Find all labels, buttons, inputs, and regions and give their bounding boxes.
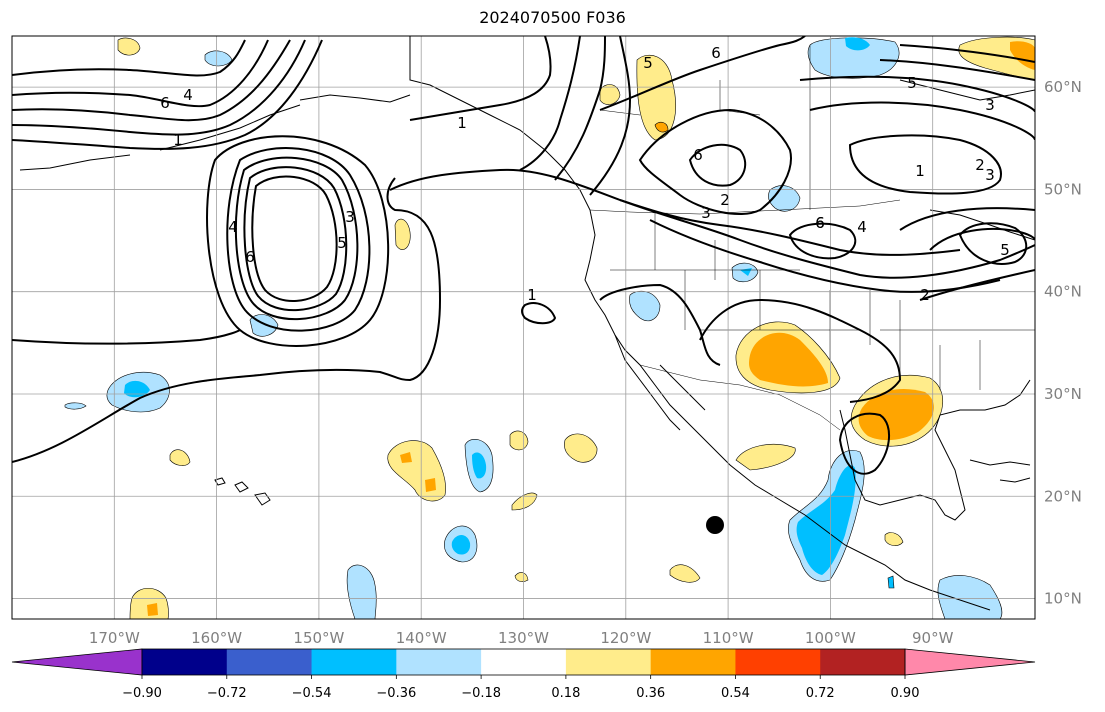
colorbar-segment <box>735 649 821 675</box>
colorbar-segment <box>650 649 736 675</box>
colorbar-tick-label: −0.72 <box>207 686 247 701</box>
lon-tick-label: 110°W <box>703 629 754 647</box>
colorbar-segment <box>311 649 397 675</box>
contour-label: 6 <box>815 214 825 232</box>
lon-tick-label: 170°W <box>89 629 140 647</box>
contour-label: 3 <box>345 208 355 226</box>
colorbar-segment <box>396 649 482 675</box>
colorbar-segment <box>820 649 906 675</box>
contour-label: 1 <box>915 162 925 180</box>
colorbar-segment <box>142 649 228 675</box>
contour-label: 5 <box>907 74 917 92</box>
latitude-tick-labels: 10°N 20°N 30°N 40°N 50°N 60°N <box>1044 78 1082 607</box>
contour-label: 5 <box>337 234 347 252</box>
lon-tick-label: 120°W <box>600 629 651 647</box>
colorbar-tick-label: 0.54 <box>721 686 750 701</box>
lat-tick-label: 20°N <box>1044 487 1082 505</box>
lon-tick-label: 140°W <box>396 629 447 647</box>
colorbar-tick-label: 0.18 <box>551 686 580 701</box>
colorbar-tick-label: −0.18 <box>461 686 501 701</box>
colorbar <box>11 648 1036 679</box>
contour-label: 6 <box>693 146 703 164</box>
contour-label: 5 <box>1000 241 1010 259</box>
colorbar-tick-label: −0.90 <box>122 686 162 701</box>
plot-frame <box>11 35 1036 620</box>
contour-label: 4 <box>183 86 193 104</box>
contour-label: 5 <box>643 54 653 72</box>
contour-label: 2 <box>720 191 730 209</box>
lon-tick-label: 130°W <box>498 629 549 647</box>
lat-tick-label: 10°N <box>1044 590 1082 608</box>
coastlines <box>19 36 1035 611</box>
contour-label: 1 <box>527 286 537 304</box>
contour-label: 2 <box>975 156 985 174</box>
lon-tick-label: 160°W <box>191 629 242 647</box>
contour-label: 2 <box>920 286 930 304</box>
contour-label: 1 <box>457 114 467 132</box>
lon-tick-label: 150°W <box>293 629 344 647</box>
lat-tick-label: 60°N <box>1044 78 1082 96</box>
map-title: 2024070500 F036 <box>479 8 626 27</box>
colorbar-tick-label: −0.36 <box>376 686 416 701</box>
contour-label: 3 <box>985 166 995 184</box>
contour-label: 4 <box>228 218 238 236</box>
lon-tick-label: 100°W <box>805 629 856 647</box>
contour-lines <box>12 36 1035 475</box>
longitude-tick-labels: 170°W 160°W 150°W 140°W 130°W 120°W 110°W 100°W… <box>89 629 954 647</box>
colorbar-segment <box>565 649 652 675</box>
contour-label: 6 <box>160 94 170 112</box>
colorbar-frame <box>141 648 906 676</box>
lon-tick-label: 90°W <box>912 629 954 647</box>
colorbar-tick-label: −0.54 <box>292 686 332 701</box>
colorbar-segment <box>226 649 313 675</box>
lat-tick-label: 40°N <box>1044 283 1082 301</box>
contour-label: 4 <box>857 218 867 236</box>
colorbar-tick-label: 0.72 <box>806 686 835 701</box>
colorbar-segment <box>481 649 567 675</box>
graticule <box>12 36 1035 619</box>
contour-label: 6 <box>815 214 825 232</box>
contour-label: 6 <box>711 44 721 62</box>
lat-tick-label: 30°N <box>1044 385 1082 403</box>
lat-tick-label: 50°N <box>1044 180 1082 198</box>
colorbar-extend-high <box>904 648 1036 676</box>
contour-label: 1 <box>173 131 183 149</box>
map-plot-area <box>12 36 1035 619</box>
colorbar-tick-label: 0.90 <box>891 686 920 701</box>
marker-dot <box>706 516 724 534</box>
colorbar-tick-label: 0.36 <box>636 686 665 701</box>
contour-label: 6 <box>245 248 255 266</box>
contour-label: 3 <box>701 204 711 222</box>
contour-label: 3 <box>985 96 995 114</box>
colorbar-extend-low <box>11 648 143 676</box>
colorbar-tick-labels: −0.90 −0.72 −0.54 −0.36 −0.18 0.18 0.36 0.54 0.7… <box>122 686 919 701</box>
